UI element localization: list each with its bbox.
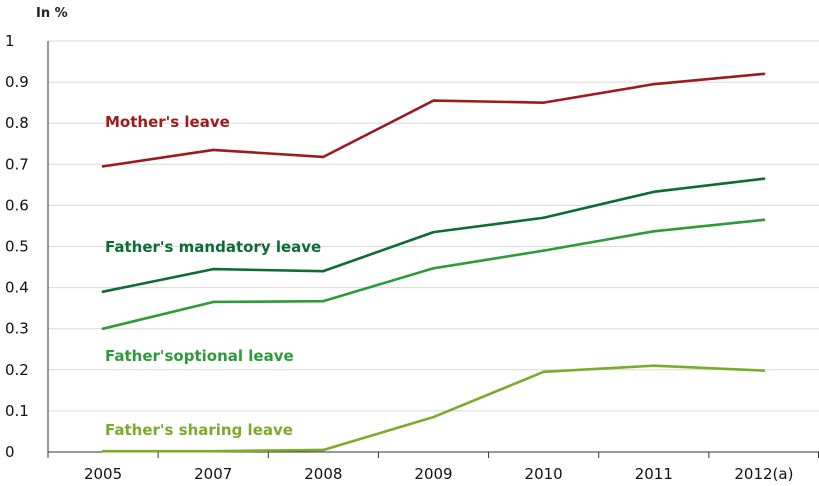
data-point — [101, 327, 105, 331]
series-label-fathers-optional-leave: Father'soptional leave — [105, 347, 294, 365]
y-tick-label: 0.3 — [5, 320, 29, 338]
data-point — [322, 448, 325, 452]
y-tick-label: 0.8 — [5, 114, 29, 132]
data-point — [652, 229, 656, 233]
data-point — [101, 290, 105, 294]
series-line-2 — [101, 218, 766, 331]
unit-label: In % — [36, 6, 68, 21]
data-point — [762, 218, 766, 222]
data-point — [432, 230, 435, 234]
series-label-fathers-mandatory-leave: Father's mandatory leave — [105, 238, 321, 256]
data-point — [542, 370, 545, 374]
x-tick-label: 2007 — [194, 465, 232, 483]
data-point — [211, 267, 215, 271]
x-tick-label: 2009 — [414, 465, 452, 483]
data-point — [101, 449, 105, 453]
y-tick-labels: 0 0.1 0.2 0.3 0.4 0.5 0.6 0.7 0.8 0.9 1 — [5, 32, 29, 461]
x-tick-label: 2011 — [635, 465, 673, 483]
x-tick-label: 2010 — [525, 465, 563, 483]
data-point — [101, 165, 105, 168]
data-point — [652, 82, 656, 86]
y-tick-label: 0.5 — [5, 238, 29, 256]
data-point — [432, 99, 435, 102]
data-point — [322, 299, 325, 303]
y-tick-label: 0.1 — [5, 402, 29, 420]
y-tick-label: 0.4 — [5, 279, 29, 297]
data-point — [211, 148, 215, 152]
x-tick-label: 2012(a) — [734, 465, 793, 483]
gridlines — [48, 40, 819, 412]
y-tick-label: 0.7 — [5, 155, 29, 173]
data-point — [542, 101, 545, 104]
data-point — [322, 155, 325, 159]
data-point — [762, 72, 766, 76]
data-point — [652, 190, 656, 194]
y-tick-label: 0.9 — [5, 73, 29, 91]
data-point — [652, 364, 656, 367]
data-point — [542, 249, 545, 252]
series-line-1 — [101, 177, 766, 294]
x-tick-label: 2005 — [84, 465, 122, 483]
data-point — [432, 266, 435, 270]
x-tick-labels: 2005 2007 2008 2009 2010 2011 2012(a) — [84, 465, 793, 483]
data-point — [322, 269, 325, 273]
x-tick-label: 2008 — [304, 465, 342, 483]
data-point — [432, 415, 435, 419]
data-point — [211, 300, 215, 304]
data-point — [542, 216, 545, 220]
data-point — [762, 369, 766, 372]
series-lines — [101, 72, 766, 453]
y-tick-label: 1 — [5, 32, 15, 50]
data-point — [211, 449, 215, 453]
series-label-mothers-leave: Mother's leave — [105, 113, 230, 131]
y-tick-label: 0.6 — [5, 196, 29, 214]
y-tick-label: 0.2 — [5, 361, 29, 379]
series-label-fathers-sharing-leave: Father's sharing leave — [105, 421, 293, 439]
data-point — [762, 177, 766, 180]
y-tick-label: 0 — [5, 443, 15, 461]
